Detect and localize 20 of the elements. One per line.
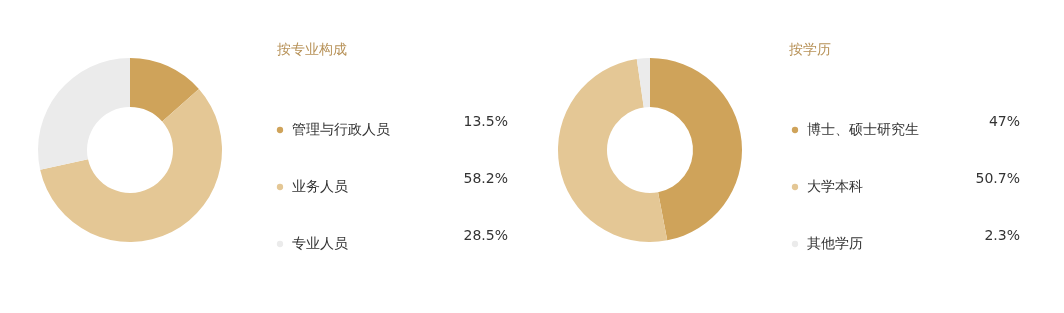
data-label: 47% (988, 113, 1020, 129)
data-label: 58.2% (463, 170, 508, 186)
donut-slice (40, 89, 222, 242)
legend-label: 大学本科 (807, 178, 863, 194)
donut-slice (636, 58, 650, 108)
legend-label: 博士、硕士研究生 (807, 121, 919, 137)
data-label: 50.7% (975, 170, 1020, 186)
data-label: 28.5% (463, 227, 508, 243)
data-label: 13.5% (463, 113, 508, 129)
legend-label: 其他学历 (807, 235, 863, 251)
donut-slice (130, 58, 199, 122)
donut-slice (650, 58, 742, 241)
legend-label: 专业人员 (292, 235, 348, 251)
data-label: 2.3% (984, 227, 1020, 243)
donut-slice (38, 58, 130, 170)
legend-label: 管理与行政人员 (292, 121, 390, 137)
donut-slice (558, 58, 668, 242)
chart-title: 按学历 (789, 41, 831, 57)
legend-label: 业务人员 (292, 178, 348, 194)
chart-title: 按专业构成 (277, 41, 347, 57)
